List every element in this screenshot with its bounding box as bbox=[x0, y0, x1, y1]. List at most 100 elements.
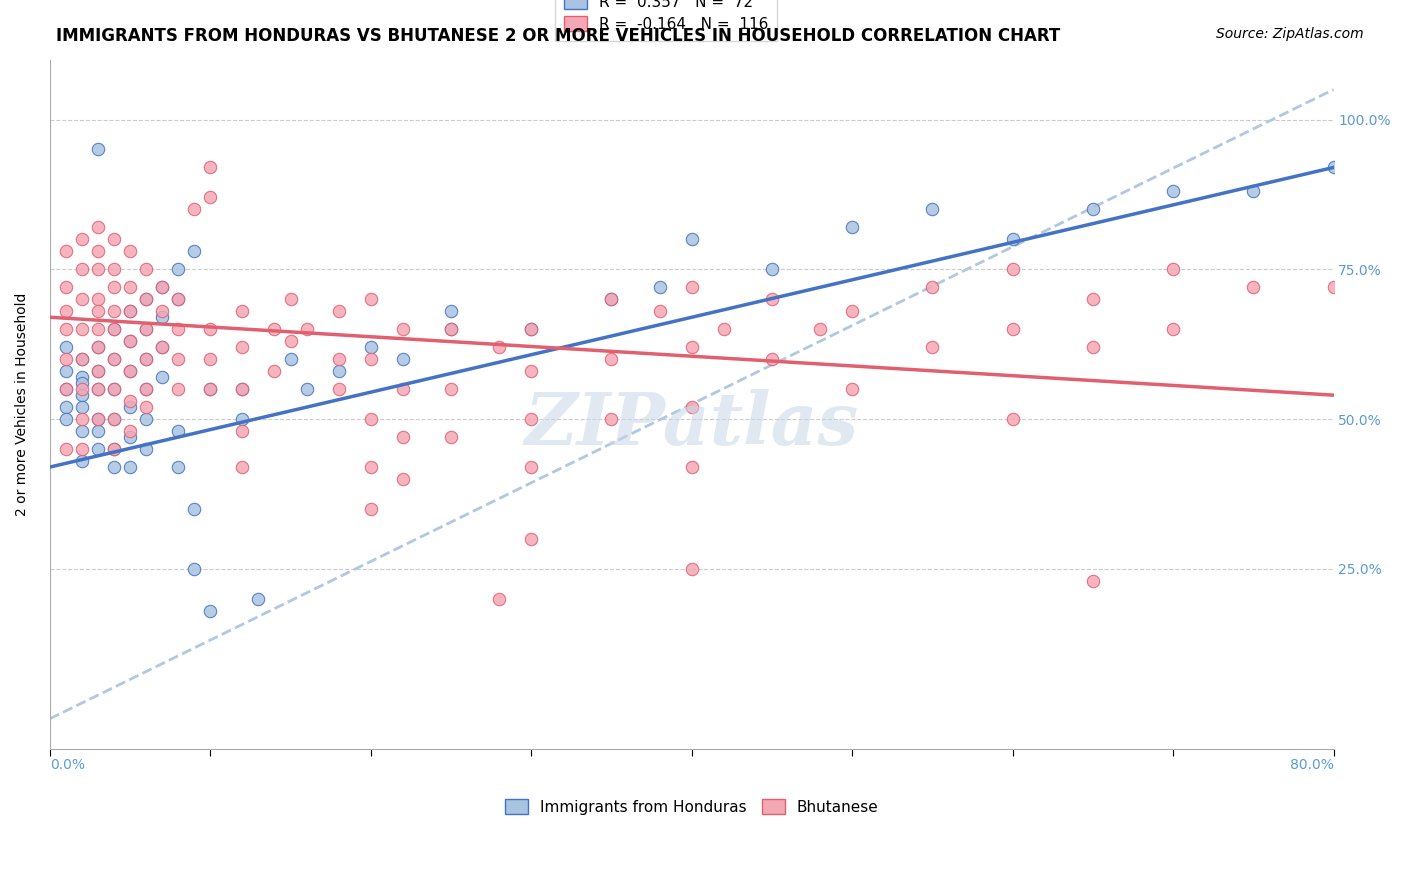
Point bbox=[150, 370, 173, 384]
Point bbox=[55, 382, 77, 396]
Point bbox=[520, 322, 543, 336]
Point bbox=[648, 280, 671, 294]
Point bbox=[70, 388, 93, 402]
Point bbox=[295, 322, 318, 336]
Point bbox=[87, 364, 110, 378]
Point bbox=[55, 340, 77, 354]
Point bbox=[440, 430, 463, 444]
Point bbox=[488, 340, 510, 354]
Point bbox=[103, 280, 125, 294]
Point bbox=[681, 340, 703, 354]
Point bbox=[600, 293, 623, 307]
Point bbox=[103, 232, 125, 246]
Point bbox=[231, 424, 253, 438]
Point bbox=[231, 340, 253, 354]
Point bbox=[360, 412, 382, 426]
Point bbox=[120, 424, 142, 438]
Point bbox=[360, 460, 382, 475]
Point bbox=[520, 460, 543, 475]
Point bbox=[70, 454, 93, 468]
Point bbox=[135, 262, 157, 277]
Point bbox=[135, 322, 157, 336]
Point bbox=[360, 502, 382, 516]
Text: 0.0%: 0.0% bbox=[49, 757, 84, 772]
Point bbox=[135, 442, 157, 456]
Point bbox=[200, 604, 222, 618]
Point bbox=[200, 382, 222, 396]
Point bbox=[87, 293, 110, 307]
Legend: Immigrants from Honduras, Bhutanese: Immigrants from Honduras, Bhutanese bbox=[495, 789, 887, 823]
Point bbox=[55, 244, 77, 259]
Point bbox=[103, 382, 125, 396]
Point bbox=[70, 352, 93, 367]
Point bbox=[70, 400, 93, 414]
Point bbox=[167, 382, 190, 396]
Point bbox=[761, 293, 783, 307]
Point bbox=[488, 591, 510, 606]
Point bbox=[1001, 322, 1024, 336]
Point bbox=[200, 382, 222, 396]
Point bbox=[70, 412, 93, 426]
Point bbox=[103, 262, 125, 277]
Point bbox=[280, 352, 302, 367]
Point bbox=[55, 304, 77, 318]
Point bbox=[392, 430, 415, 444]
Text: IMMIGRANTS FROM HONDURAS VS BHUTANESE 2 OR MORE VEHICLES IN HOUSEHOLD CORRELATIO: IMMIGRANTS FROM HONDURAS VS BHUTANESE 2 … bbox=[56, 27, 1060, 45]
Point bbox=[103, 352, 125, 367]
Point bbox=[392, 322, 415, 336]
Point bbox=[103, 442, 125, 456]
Point bbox=[600, 352, 623, 367]
Point bbox=[921, 340, 943, 354]
Point bbox=[55, 364, 77, 378]
Point bbox=[70, 352, 93, 367]
Point bbox=[231, 412, 253, 426]
Point bbox=[600, 293, 623, 307]
Point bbox=[360, 352, 382, 367]
Point bbox=[87, 364, 110, 378]
Point bbox=[70, 232, 93, 246]
Point bbox=[183, 562, 205, 576]
Point bbox=[120, 244, 142, 259]
Point bbox=[103, 412, 125, 426]
Point bbox=[103, 304, 125, 318]
Point bbox=[247, 591, 270, 606]
Point bbox=[231, 382, 253, 396]
Point bbox=[921, 202, 943, 217]
Point bbox=[681, 562, 703, 576]
Point bbox=[150, 310, 173, 325]
Point bbox=[440, 304, 463, 318]
Point bbox=[167, 262, 190, 277]
Point bbox=[183, 202, 205, 217]
Point bbox=[87, 322, 110, 336]
Point bbox=[841, 220, 863, 235]
Point bbox=[263, 364, 285, 378]
Point bbox=[280, 334, 302, 349]
Point bbox=[761, 262, 783, 277]
Point bbox=[681, 280, 703, 294]
Point bbox=[120, 334, 142, 349]
Point bbox=[103, 322, 125, 336]
Point bbox=[392, 382, 415, 396]
Point bbox=[167, 322, 190, 336]
Point bbox=[55, 352, 77, 367]
Point bbox=[1322, 161, 1344, 175]
Point bbox=[150, 340, 173, 354]
Point bbox=[150, 280, 173, 294]
Point bbox=[87, 382, 110, 396]
Point bbox=[392, 472, 415, 486]
Point bbox=[328, 304, 350, 318]
Point bbox=[440, 322, 463, 336]
Point bbox=[120, 400, 142, 414]
Text: 80.0%: 80.0% bbox=[1289, 757, 1333, 772]
Point bbox=[1241, 280, 1264, 294]
Point bbox=[440, 322, 463, 336]
Point bbox=[135, 293, 157, 307]
Point bbox=[200, 322, 222, 336]
Point bbox=[70, 370, 93, 384]
Point bbox=[103, 382, 125, 396]
Point bbox=[150, 280, 173, 294]
Point bbox=[135, 382, 157, 396]
Point bbox=[70, 322, 93, 336]
Point bbox=[55, 400, 77, 414]
Point bbox=[70, 424, 93, 438]
